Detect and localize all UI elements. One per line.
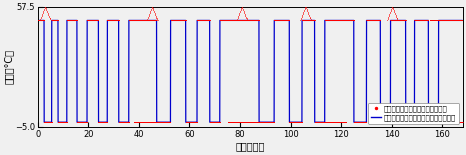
Legend: 開発したフレキシブル温度センサ, 市販されている熱電対による計測結果: 開発したフレキシブル温度センサ, 市販されている熱電対による計測結果 [368, 103, 459, 124]
Y-axis label: 温度（°C）: 温度（°C） [3, 49, 14, 84]
X-axis label: 時間（時）: 時間（時） [235, 142, 265, 152]
